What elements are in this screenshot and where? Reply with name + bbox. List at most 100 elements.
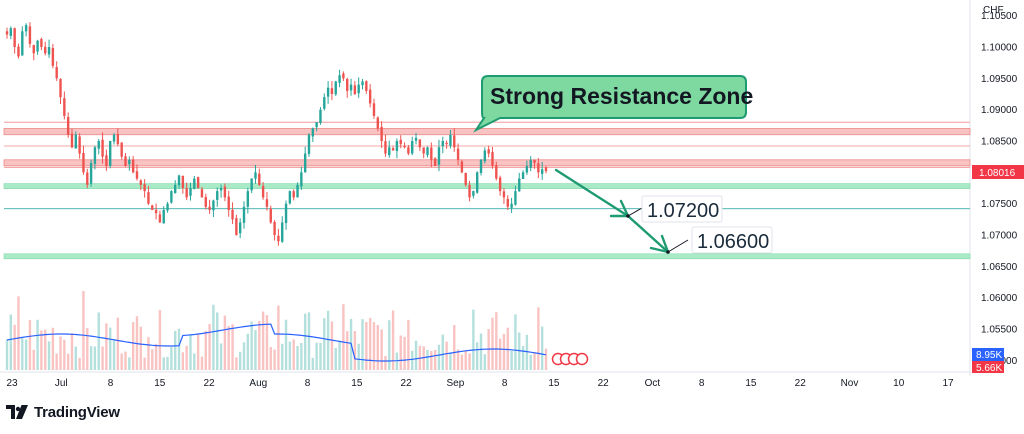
volume-bar	[170, 347, 173, 370]
volume-bar	[93, 346, 97, 370]
candle-body	[120, 142, 123, 157]
volume-bar	[529, 354, 532, 370]
candle-body	[430, 147, 433, 160]
resistance-callout[interactable]: Strong Resistance Zone	[473, 75, 753, 133]
volume-bar	[441, 334, 444, 370]
candle-body	[227, 196, 230, 210]
candle-body	[223, 186, 227, 198]
candle-body	[143, 184, 146, 192]
volume-bar	[430, 350, 433, 370]
candle-body	[269, 208, 272, 223]
date-tick-label: 15	[351, 378, 363, 389]
volume-bar	[105, 323, 108, 370]
volume-bar	[89, 346, 93, 370]
volume-bar	[250, 321, 253, 370]
volume-bar	[269, 347, 272, 370]
volume-bar	[334, 347, 337, 370]
candle-body	[78, 136, 81, 154]
candle-body	[418, 139, 422, 148]
volume-bar	[40, 330, 43, 370]
volume-bar	[296, 346, 299, 370]
candle-body	[540, 169, 544, 174]
volume-bar	[74, 346, 78, 370]
volume-bar	[44, 329, 47, 370]
volume-bar	[514, 314, 517, 370]
price-tick-label: 1.06000	[981, 293, 1018, 304]
volume-bar	[303, 313, 307, 370]
candle-body	[44, 46, 47, 54]
candle-body	[170, 191, 173, 203]
forecast-arrows	[554, 168, 689, 254]
candle-body	[330, 88, 334, 94]
candle-body	[265, 199, 269, 207]
volume-bar	[223, 315, 227, 370]
volume-bar	[235, 357, 238, 370]
volume-bar	[196, 334, 200, 370]
candle-body	[453, 135, 456, 148]
candle-body	[468, 184, 471, 198]
candle-body	[101, 139, 104, 157]
candle-body	[189, 188, 192, 196]
date-tick-label: 22	[795, 378, 807, 389]
time-axis[interactable]: 23 Jul 8 15 22 Aug 8 15 22 Sep 8 15 22 Oct 8 15 22 Nov 10 1…	[6, 378, 954, 389]
volume-bar	[143, 357, 146, 370]
volume-bar	[326, 310, 330, 370]
candle-body	[361, 81, 364, 86]
candle-body	[13, 28, 16, 47]
volume-bar	[479, 333, 483, 370]
price-scale[interactable]	[970, 0, 1024, 376]
volume-bar	[284, 319, 288, 370]
date-tick-label: Jul	[55, 378, 68, 389]
target-label-2-text: 1.06600	[697, 231, 769, 253]
candle-body	[273, 221, 276, 235]
volume-bar	[181, 352, 185, 370]
volume-label-2: 5.66K	[976, 363, 1002, 374]
volume-bar	[403, 336, 406, 370]
volume-bar	[338, 341, 341, 370]
volume-bar	[166, 356, 169, 370]
volume-bar	[426, 350, 429, 370]
date-tick-label: 22	[401, 378, 413, 389]
candle-body	[112, 134, 116, 142]
volume-bar	[36, 319, 39, 370]
candle-body	[246, 191, 250, 207]
volume-bar	[437, 344, 441, 370]
candle-body	[181, 175, 185, 188]
candle-body	[74, 134, 78, 149]
volume-bar	[185, 345, 188, 370]
event-markers[interactable]	[551, 352, 589, 366]
volume-bar	[544, 348, 548, 370]
volume-bar	[456, 349, 460, 370]
candle-body	[307, 134, 311, 154]
candle-body	[116, 134, 120, 145]
candle-body	[445, 142, 448, 145]
volume-bar	[177, 328, 181, 370]
volume-bar	[311, 357, 315, 370]
candle-body	[319, 109, 322, 124]
volume-bar	[433, 349, 437, 370]
candle-body	[483, 150, 487, 162]
candle-body	[529, 159, 532, 168]
candle-body	[449, 134, 452, 146]
candle-body	[311, 128, 315, 137]
candle-body	[219, 188, 223, 191]
date-tick-label: Oct	[645, 378, 661, 389]
candle-body	[353, 85, 357, 94]
volume-bar	[518, 332, 521, 370]
volume-bar	[59, 336, 62, 370]
volume-bar	[231, 324, 234, 370]
volume-bar	[193, 353, 196, 370]
candle-body	[281, 222, 284, 242]
volume-bar	[70, 333, 74, 370]
brand[interactable]: TradingView	[6, 401, 120, 423]
volume-bar	[189, 335, 192, 370]
candle-body	[491, 152, 494, 167]
candle-body	[231, 209, 234, 220]
volume-bar	[277, 305, 280, 370]
candle-body	[296, 184, 299, 198]
volume-bar	[112, 338, 116, 370]
target-label-2[interactable]: 1.06600	[691, 226, 773, 254]
target-label-1[interactable]: 1.07200	[641, 195, 723, 223]
candle-body	[166, 203, 169, 211]
